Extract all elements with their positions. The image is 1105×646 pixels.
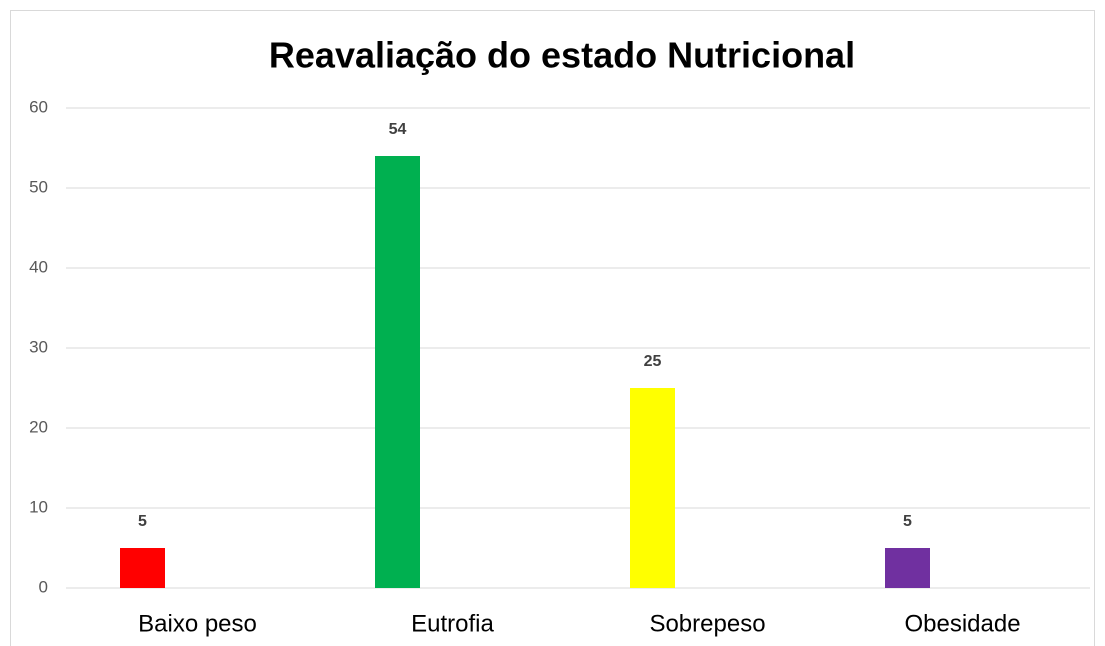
y-tick-label: 30 bbox=[29, 337, 48, 356]
x-tick-label: Sobrepeso bbox=[649, 610, 765, 637]
bar bbox=[375, 156, 420, 588]
value-label: 5 bbox=[903, 513, 912, 530]
x-tick-label: Eutrofia bbox=[411, 610, 494, 637]
chart-border bbox=[10, 10, 1095, 646]
value-label: 54 bbox=[389, 121, 407, 138]
value-label: 25 bbox=[644, 353, 662, 370]
value-label: 5 bbox=[138, 513, 147, 530]
x-tick-label: Baixo peso bbox=[138, 610, 257, 637]
x-tick-label: Obesidade bbox=[904, 610, 1020, 637]
bar bbox=[120, 548, 165, 588]
chart-title: Reavaliação do estado Nutricional bbox=[269, 35, 855, 76]
y-tick-label: 40 bbox=[29, 257, 48, 276]
y-tick-label: 60 bbox=[29, 97, 48, 116]
y-tick-label: 20 bbox=[29, 417, 48, 436]
bar bbox=[630, 388, 675, 588]
y-tick-label: 50 bbox=[29, 177, 48, 196]
y-tick-label: 0 bbox=[39, 577, 48, 596]
bar bbox=[885, 548, 930, 588]
y-tick-label: 10 bbox=[29, 497, 48, 516]
